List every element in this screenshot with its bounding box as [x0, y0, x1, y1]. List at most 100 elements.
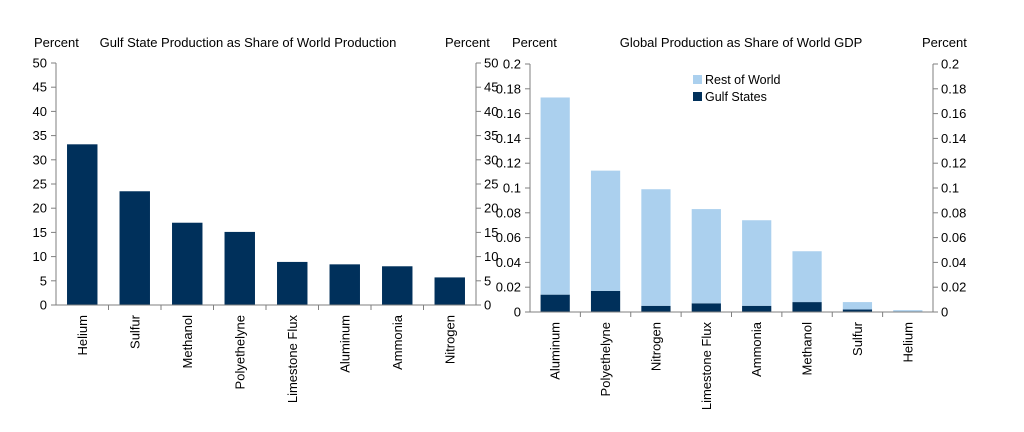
right-chart-bar-ammonia-gulf-states	[742, 305, 772, 312]
left-chart-ylabel-left: Percent	[34, 35, 79, 50]
right-chart-bar-sulfur-rest-of-world	[842, 302, 873, 310]
right-chart-right-tick-label: 0	[941, 305, 948, 320]
left-chart-left-tick-label: 35	[33, 128, 47, 143]
right-chart-legend: Rest of World Gulf States	[693, 73, 781, 104]
right-chart-bar-methanol-gulf-states	[792, 302, 822, 312]
right-chart-right-tick-label: 0.16	[941, 106, 966, 121]
right-chart-category-label-limestone-flux: Limestone Flux	[699, 322, 714, 411]
right-chart-right-tick-label: 0.18	[941, 81, 966, 96]
left-chart-category-label-helium: Helium	[75, 315, 90, 355]
left-chart-category-label-aluminum: Aluminum	[337, 315, 352, 373]
right-chart-bars	[540, 97, 923, 313]
right-chart-bar-limestone-flux-rest-of-world	[691, 209, 721, 304]
left-chart-category-label-polyethelyne: Polyethelyne	[232, 315, 247, 389]
right-chart-left-tick-label: 0.12	[496, 156, 521, 171]
right-chart-left-tick-label: 0	[514, 305, 521, 320]
left-chart-right-tick-label: 50	[484, 56, 498, 71]
right-chart-left-axis-ticks: 0 0.02 0.04 0.06 0.08 0.1 0.12 0.14 0.16 0.18 0.2	[496, 57, 530, 320]
right-chart-right-tick-label: 0.02	[941, 280, 966, 295]
right-chart-bar-nitrogen-gulf-states	[641, 305, 671, 312]
left-chart-bar-polyethelyne	[224, 231, 255, 305]
left-chart-left-tick-label: 5	[40, 273, 47, 288]
right-chart-left-tick-label: 0.18	[496, 81, 521, 96]
right-chart-bar-polyethelyne-rest-of-world	[590, 170, 621, 291]
right-chart-left-tick-label: 0.08	[496, 205, 521, 220]
left-chart-bar-aluminum	[329, 264, 360, 305]
left-chart-right-tick-label: 25	[484, 177, 498, 192]
right-chart-left-tick-label: 0.04	[496, 255, 521, 270]
left-chart-category-label-ammonia: Ammonia	[390, 314, 405, 370]
right-chart-category-label-methanol: Methanol	[800, 322, 815, 376]
right-chart-bar-aluminum-rest-of-world	[540, 97, 570, 295]
right-chart-right-axis-ticks: 0 0.02 0.04 0.06 0.08 0.1 0.12 0.14 0.16 0.18 0.2	[933, 57, 966, 320]
left-chart-category-label-methanol: Methanol	[180, 315, 195, 369]
left-chart-title: Gulf State Production as Share of World …	[100, 35, 397, 50]
left-chart-left-tick-label: 15	[33, 225, 47, 240]
left-chart-ylabel-right: Percent	[445, 35, 490, 50]
legend-label-gulf-states: Gulf States	[705, 90, 767, 104]
left-chart-left-tick-label: 10	[33, 249, 47, 264]
left-chart-category-label-sulfur: Sulfur	[127, 314, 142, 349]
right-chart-left-tick-label: 0.1	[503, 181, 521, 196]
right-chart-right-tick-label: 0.14	[941, 131, 966, 146]
right-chart-bar-nitrogen-rest-of-world	[641, 189, 671, 306]
right-chart-right-tick-label: 0.12	[941, 156, 966, 171]
left-chart-bar-limestone-flux	[277, 261, 308, 305]
right-chart-left-tick-label: 0.2	[503, 57, 521, 72]
left-chart-category-label-limestone-flux: Limestone Flux	[285, 315, 300, 404]
legend-swatch-rest-of-world	[693, 75, 702, 84]
right-chart-category-label-polyethelyne: Polyethelyne	[598, 322, 613, 396]
right-chart: Global Production as Share of World GDP …	[496, 35, 968, 410]
left-chart-left-tick-label: 30	[33, 152, 47, 167]
right-chart-ylabel-right: Percent	[922, 35, 967, 50]
right-chart-left-tick-label: 0.16	[496, 106, 521, 121]
left-chart-right-tick-label: 30	[484, 152, 498, 167]
left-chart-left-tick-label: 40	[33, 104, 47, 119]
left-chart-axes	[55, 63, 477, 310]
left-chart-bar-methanol	[172, 222, 203, 305]
right-chart-bar-helium-rest-of-world	[893, 310, 923, 312]
left-chart-bar-ammonia	[382, 266, 413, 305]
right-chart-category-label-aluminum: Aluminum	[548, 322, 563, 380]
right-chart-category-labels: Aluminum Polyethelyne Nitrogen Limestone Fl…	[548, 321, 916, 410]
left-chart-right-tick-label: 20	[484, 201, 498, 216]
left-chart-right-tick-label: 15	[484, 225, 498, 240]
right-chart-right-tick-label: 0.04	[941, 255, 966, 270]
left-chart-right-tick-label: 10	[484, 249, 498, 264]
left-chart-left-tick-label: 45	[33, 80, 47, 95]
left-chart-left-tick-label: 50	[33, 56, 47, 71]
left-chart-bars	[67, 144, 465, 305]
right-chart-bar-aluminum-gulf-states	[540, 294, 570, 312]
right-chart-right-tick-label: 0.1	[941, 181, 959, 196]
right-chart-right-tick-label: 0.2	[941, 57, 959, 72]
right-chart-bar-sulfur-gulf-states	[842, 309, 873, 312]
right-chart-left-tick-label: 0.06	[496, 230, 521, 245]
left-chart-left-tick-label: 25	[33, 177, 47, 192]
left-chart-right-axis-ticks: 0 5 10 15 20 25 30 35 40 45 50	[476, 56, 498, 313]
left-chart-right-tick-label: 45	[484, 80, 498, 95]
left-chart-bar-sulfur	[119, 191, 150, 305]
left-chart-right-tick-label: 40	[484, 104, 498, 119]
left-chart-right-tick-label: 35	[484, 128, 498, 143]
legend-swatch-gulf-states	[693, 92, 702, 101]
right-chart-axes	[529, 64, 934, 317]
right-chart-left-tick-label: 0.02	[496, 280, 521, 295]
right-chart-bar-polyethelyne-gulf-states	[590, 290, 621, 312]
right-chart-bar-ammonia-rest-of-world	[742, 220, 772, 306]
left-chart-right-tick-label: 0	[484, 298, 491, 313]
left-chart-left-tick-label: 20	[33, 201, 47, 216]
right-chart-bar-methanol-rest-of-world	[792, 251, 822, 303]
left-chart-right-tick-label: 5	[484, 273, 491, 288]
left-chart-category-labels: Helium Sulfur Methanol Polyethelyne Limeston…	[75, 314, 458, 403]
right-chart-left-tick-label: 0.14	[496, 131, 521, 146]
right-chart-category-label-sulfur: Sulfur	[850, 321, 865, 356]
left-chart-left-axis-ticks: 0 5 10 15 20 25 30 35 40 45 50	[33, 56, 56, 313]
legend-label-rest-of-world: Rest of World	[705, 73, 781, 87]
right-chart-category-label-helium: Helium	[900, 322, 915, 362]
left-chart-bar-helium	[67, 144, 98, 305]
left-chart-left-tick-label: 0	[40, 298, 47, 313]
left-chart: Gulf State Production as Share of World …	[33, 35, 499, 403]
right-chart-right-tick-label: 0.06	[941, 230, 966, 245]
